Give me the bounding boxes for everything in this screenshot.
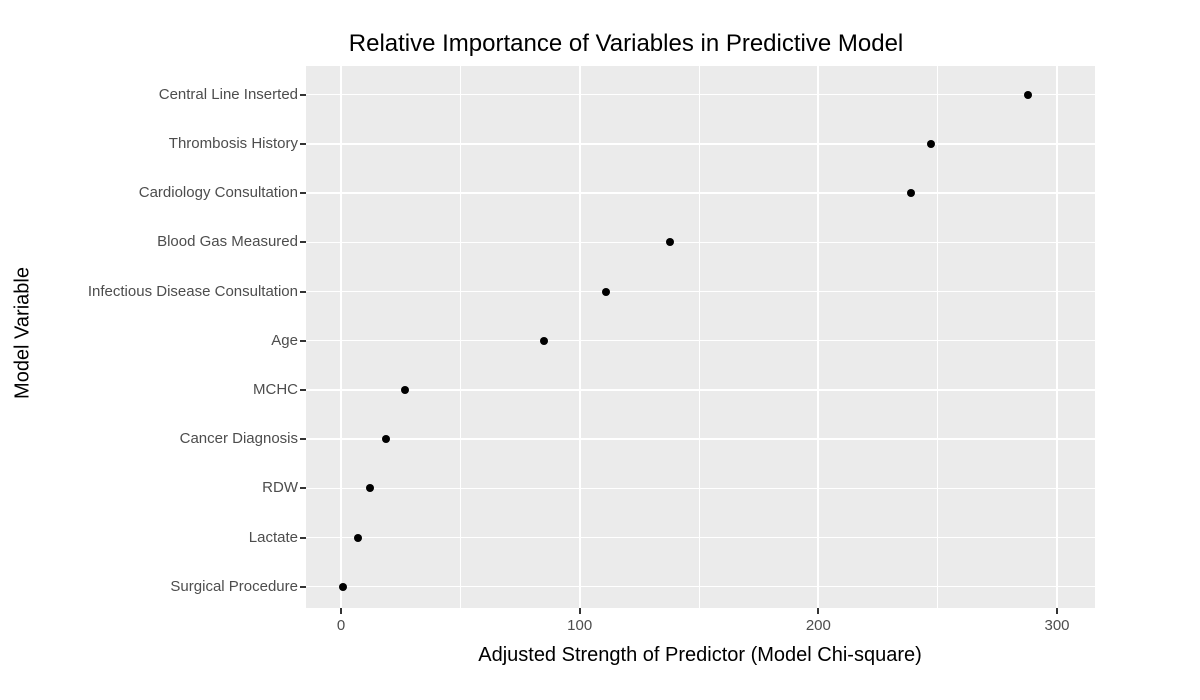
y-axis-tick-mark	[300, 192, 306, 195]
row-gridline	[306, 143, 1095, 145]
major-gridline	[340, 66, 342, 608]
y-axis-category-label: Thrombosis History	[168, 134, 298, 152]
row-gridline	[306, 241, 1095, 244]
minor-gridline	[937, 66, 939, 608]
y-axis-category-label: Central Line Inserted	[158, 85, 298, 103]
y-axis-category-label: Cardiology Consultation	[138, 184, 298, 202]
major-gridline	[1056, 66, 1058, 608]
data-point	[907, 189, 916, 198]
y-axis-category-label: Age	[271, 331, 298, 349]
x-axis-tick-mark	[578, 608, 581, 614]
y-axis-category-label: Infectious Disease Consultation	[87, 282, 298, 300]
y-axis-tick-mark	[300, 438, 306, 441]
y-axis-category-label: Surgical Procedure	[170, 577, 298, 595]
x-axis-tick-label: 200	[805, 617, 831, 634]
y-axis-tick-mark	[300, 585, 306, 588]
x-axis-tick-label: 100	[567, 617, 593, 634]
x-axis-tick-mark	[340, 608, 342, 614]
y-axis-tick-mark	[300, 290, 306, 293]
row-gridline	[306, 536, 1095, 539]
row-gridline	[306, 290, 1095, 293]
data-point	[339, 582, 348, 591]
major-gridline	[578, 66, 581, 608]
x-axis-tick-mark	[1056, 608, 1058, 614]
y-axis-category-label: RDW	[262, 479, 298, 497]
row-gridline	[306, 339, 1095, 342]
row-gridline	[306, 487, 1095, 490]
x-axis-tick-label: 300	[1044, 617, 1070, 634]
y-axis-category-label: Blood Gas Measured	[157, 233, 298, 251]
data-point	[666, 238, 675, 247]
minor-gridline	[459, 66, 461, 608]
minor-gridline	[698, 66, 700, 608]
y-axis-tick-mark	[300, 142, 306, 145]
y-axis-tick-mark	[300, 536, 306, 539]
y-axis-tick-mark	[300, 388, 306, 391]
data-point	[539, 336, 548, 345]
major-gridline	[817, 66, 820, 608]
chart-title: Relative Importance of Variables in Pred…	[348, 30, 904, 57]
x-axis-title: Adjusted Strength of Predictor (Model Ch…	[478, 644, 922, 666]
x-axis-tick-mark	[817, 608, 820, 614]
y-axis-category-label: MCHC	[253, 380, 298, 398]
y-axis-category-label: Cancer Diagnosis	[179, 430, 298, 448]
data-point	[926, 139, 935, 148]
y-axis-category-label: Lactate	[248, 528, 298, 546]
y-axis-tick-mark	[300, 241, 306, 244]
x-axis-tick-label: 0	[336, 617, 346, 634]
data-point	[382, 435, 391, 444]
row-gridline	[306, 192, 1095, 194]
plot-panel	[306, 66, 1095, 608]
data-point	[365, 484, 374, 493]
data-point	[401, 385, 410, 394]
data-point	[1024, 90, 1033, 99]
data-point	[353, 533, 362, 542]
row-gridline	[306, 585, 1095, 588]
row-gridline	[306, 389, 1095, 391]
row-gridline	[306, 438, 1095, 440]
row-gridline	[306, 93, 1095, 96]
y-axis-tick-mark	[300, 487, 306, 490]
y-axis-tick-mark	[300, 93, 306, 96]
data-point	[601, 287, 610, 296]
y-axis-tick-mark	[300, 339, 306, 342]
